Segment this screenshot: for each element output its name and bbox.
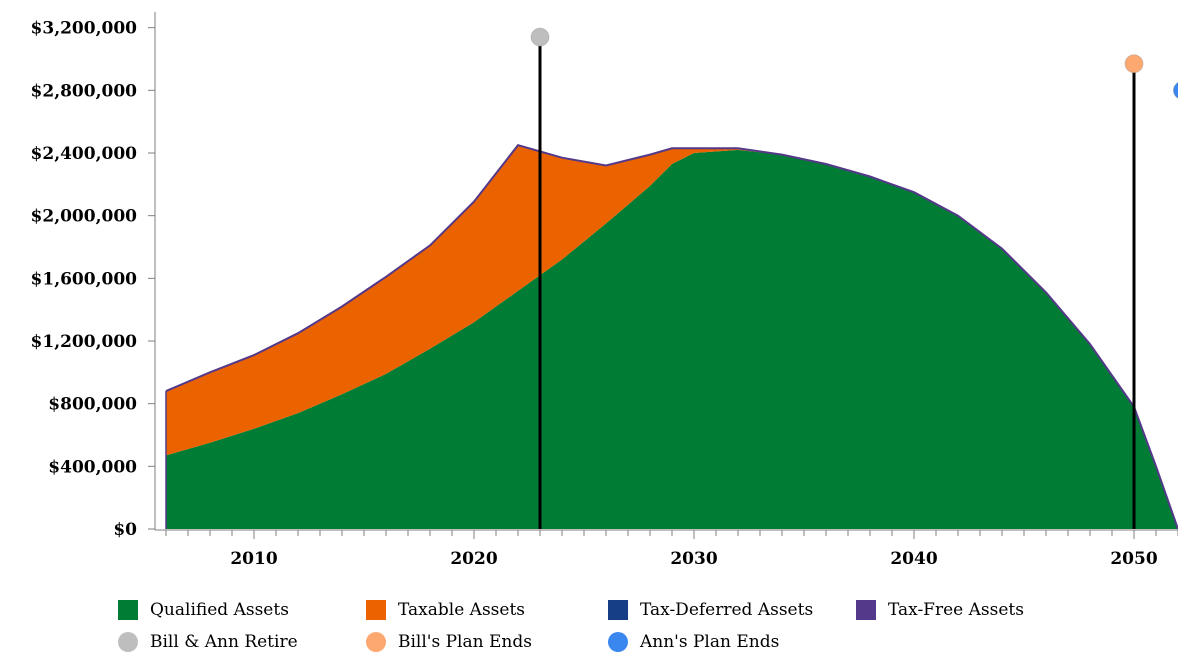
x-tick-label: 2050 — [1110, 549, 1157, 569]
taxable-assets-swatch — [366, 600, 386, 620]
y-tick-label: $800,000 — [48, 395, 137, 415]
y-tick-label: $0 — [113, 520, 137, 540]
y-tick-label: $2,400,000 — [31, 144, 138, 164]
legend-item-taxable-assets: Taxable Assets — [366, 600, 608, 620]
bill-ann-retire-dot-icon — [118, 632, 138, 652]
taxable-assets-area — [166, 145, 1178, 529]
bill-s-plan-ends-marker-dot — [1124, 54, 1144, 74]
ann-s-plan-ends-marker-dot — [1172, 81, 1178, 99]
bills-plan-ends-dot-icon — [366, 632, 386, 652]
legend-label: Qualified Assets — [150, 600, 289, 620]
legend-item-bill-ann-retire: Bill & Ann Retire — [118, 632, 366, 652]
y-tick-label: $1,200,000 — [31, 332, 138, 352]
legend-label: Bill & Ann Retire — [150, 632, 298, 652]
qualified-assets-area — [166, 149, 1178, 529]
x-tick-label: 2010 — [230, 549, 277, 569]
y-tick-label: $400,000 — [48, 457, 137, 477]
legend-row-series: Qualified Assets Taxable Assets Tax-Defe… — [118, 594, 1168, 626]
anns-plan-ends-dot-icon — [608, 632, 628, 652]
legend-item-qualified-assets: Qualified Assets — [118, 600, 366, 620]
x-tick-label: 2020 — [450, 549, 497, 569]
legend-item-anns-plan-ends: Ann's Plan Ends — [608, 632, 779, 652]
y-tick-label: $3,200,000 — [31, 19, 138, 39]
y-tick-label: $2,800,000 — [31, 81, 138, 101]
legend: Qualified Assets Taxable Assets Tax-Defe… — [118, 594, 1168, 658]
qualified-assets-swatch — [118, 600, 138, 620]
legend-label: Taxable Assets — [398, 600, 526, 620]
legend-label: Tax-Free Assets — [888, 600, 1024, 620]
asset-projection-chart: $0 $400,000 $800,000 $1,200,000 $1,600,000 $2… — [31, 12, 1178, 569]
stack-top-outline — [165, 144, 1178, 530]
bill-ann-retire-marker-dot — [530, 27, 550, 47]
stacked-areas — [165, 144, 1178, 530]
event-markers — [530, 27, 1178, 529]
tax-free-assets-swatch — [856, 600, 876, 620]
legend-label: Ann's Plan Ends — [640, 632, 780, 652]
legend-item-tax-free-assets: Tax-Free Assets — [856, 600, 1024, 620]
y-tick-label: $2,000,000 — [31, 207, 138, 227]
legend-row-events: Bill & Ann Retire Bill's Plan Ends Ann's… — [118, 626, 1168, 658]
tax-deferred-assets-swatch — [608, 600, 628, 620]
legend-item-bills-plan-ends: Bill's Plan Ends — [366, 632, 608, 652]
legend-item-tax-deferred-assets: Tax-Deferred Assets — [608, 600, 856, 620]
legend-label: Bill's Plan Ends — [398, 632, 532, 652]
legend-label: Tax-Deferred Assets — [640, 600, 814, 620]
y-tick-label: $1,600,000 — [31, 269, 138, 289]
x-tick-label: 2040 — [890, 549, 937, 569]
axes: $0 $400,000 $800,000 $1,200,000 $1,600,000 $2… — [31, 12, 1178, 569]
x-tick-label: 2030 — [670, 549, 717, 569]
